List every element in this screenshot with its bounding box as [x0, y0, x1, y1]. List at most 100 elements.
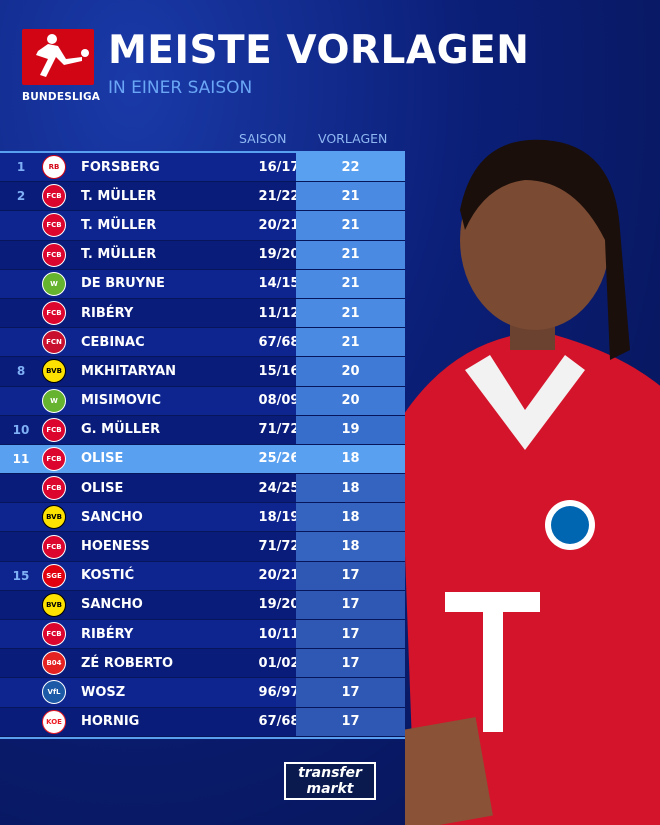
bundesliga-wordmark: BUNDESLIGA	[22, 91, 101, 103]
season: 11/12	[258, 305, 300, 321]
club-logo-icon: BVB	[42, 505, 66, 530]
club-logo-icon: BVB	[42, 359, 66, 384]
page-title: MEISTE VORLAGEN	[108, 28, 530, 73]
season: 67/68	[258, 714, 300, 730]
table-row: FCB OLISE 24/25 18	[0, 474, 405, 504]
season: 67/68	[258, 334, 300, 350]
table-row: 1 RB FORSBERG 16/17 22	[0, 153, 405, 183]
table-row: 10 FCB G. MÜLLER 71/72 19	[0, 415, 405, 445]
player-name: CEBINAC	[81, 334, 145, 350]
player-name: SANCHO	[81, 597, 143, 613]
club-logo-icon: BVB	[42, 592, 66, 617]
player-name: WOSZ	[81, 684, 126, 700]
table-row: FCB T. MÜLLER 20/21 21	[0, 211, 405, 241]
player-name: OLISE	[81, 480, 124, 496]
player-name: T. MÜLLER	[81, 217, 157, 233]
assists-value: 17	[296, 678, 405, 707]
season: 19/20	[258, 247, 300, 263]
assists-value: 21	[296, 211, 405, 240]
club-logo-icon: FCB	[42, 242, 66, 267]
club-logo-icon: VfL	[42, 680, 66, 705]
club-logo-icon: W	[42, 271, 66, 296]
column-header-season: SAISON	[239, 131, 287, 146]
assists-value: 20	[296, 357, 405, 386]
assists-value: 18	[296, 532, 405, 561]
assists-value: 21	[296, 328, 405, 357]
assists-value: 19	[296, 415, 405, 444]
player-name: T. MÜLLER	[81, 247, 157, 263]
assists-value: 18	[296, 444, 405, 474]
season: 21/22	[258, 188, 300, 204]
table-row: BVB SANCHO 19/20 17	[0, 590, 405, 620]
season: 71/72	[258, 539, 300, 555]
table-row: VfL WOSZ 96/97 17	[0, 678, 405, 708]
club-logo-icon: FCB	[42, 622, 66, 647]
club-logo-icon: FCB	[42, 417, 66, 442]
assists-value: 18	[296, 474, 405, 503]
club-logo-icon: B04	[42, 651, 66, 676]
rank: 2	[16, 189, 26, 204]
page-subtitle: IN EINER SAISON	[108, 78, 253, 98]
season: 19/20	[258, 597, 300, 613]
table-row: FCB RIBÉRY 10/11 17	[0, 620, 405, 650]
season: 24/25	[258, 480, 300, 496]
table-row: FCB HOENESS 71/72 18	[0, 532, 405, 562]
player-name: DE BRUYNE	[81, 276, 165, 292]
club-logo-icon: FCB	[42, 476, 66, 501]
table-row: B04 ZÉ ROBERTO 01/02 17	[0, 649, 405, 679]
table-row: 15 SGE KOSTIĆ 20/21 17	[0, 561, 405, 591]
club-logo-icon: RB	[42, 155, 66, 180]
table-row: FCN CEBINAC 67/68 21	[0, 328, 405, 358]
player-name: G. MÜLLER	[81, 422, 161, 438]
rank: 1	[16, 160, 26, 175]
club-logo-icon: FCB	[42, 446, 66, 471]
assists-value: 17	[296, 620, 405, 649]
table-row: W DE BRUYNE 14/15 21	[0, 269, 405, 299]
logo-line-2: markt	[306, 781, 354, 797]
transfermarkt-logo: transfer markt	[284, 762, 376, 800]
assists-value: 22	[296, 153, 405, 182]
season: 25/26	[258, 451, 300, 467]
table-row: FCB T. MÜLLER 19/20 21	[0, 240, 405, 270]
season: 15/16	[258, 363, 300, 379]
club-logo-icon: SGE	[42, 563, 66, 588]
season: 01/02	[258, 655, 300, 671]
club-logo-icon: FCB	[42, 301, 66, 326]
table-row: W MISIMOVIC 08/09 20	[0, 386, 405, 416]
player-name: MISIMOVIC	[81, 393, 162, 409]
assists-value: 17	[296, 649, 405, 678]
table-row: 11 FCB OLISE 25/26 18	[0, 444, 405, 475]
bundesliga-logo	[22, 29, 94, 85]
table-row: 8 BVB MKHITARYAN 15/16 20	[0, 357, 405, 387]
rank: 10	[12, 422, 30, 437]
rank: 11	[12, 451, 30, 466]
table-row: KOE HORNIG 67/68 17	[0, 707, 405, 737]
club-logo-icon: FCN	[42, 330, 66, 355]
club-logo-icon: FCB	[42, 213, 66, 238]
player-name: HOENESS	[81, 539, 150, 555]
season: 71/72	[258, 422, 300, 438]
player-name: SANCHO	[81, 509, 143, 525]
player-name: OLISE	[81, 451, 124, 467]
player-name: RIBÉRY	[81, 626, 134, 642]
assists-value: 17	[296, 707, 405, 736]
player-name: MKHITARYAN	[81, 363, 177, 379]
assists-value: 20	[296, 386, 405, 415]
rank: 15	[12, 568, 30, 583]
season: 14/15	[258, 276, 300, 292]
season: 20/21	[258, 217, 300, 233]
club-logo-icon: W	[42, 388, 66, 413]
assists-value: 18	[296, 503, 405, 532]
assists-value: 21	[296, 182, 405, 211]
player-name: RIBÉRY	[81, 305, 134, 321]
season: 20/21	[258, 568, 300, 584]
season: 10/11	[258, 626, 300, 642]
player-name: FORSBERG	[81, 159, 160, 175]
assists-value: 17	[296, 561, 405, 590]
table-row: 2 FCB T. MÜLLER 21/22 21	[0, 182, 405, 212]
club-logo-icon: FCB	[42, 184, 66, 209]
season: 18/19	[258, 509, 300, 525]
season: 96/97	[258, 684, 300, 700]
assists-table: 1 RB FORSBERG 16/17 22 2 FCB T. MÜLLER 21…	[0, 151, 405, 739]
club-logo-icon: KOE	[42, 709, 66, 734]
